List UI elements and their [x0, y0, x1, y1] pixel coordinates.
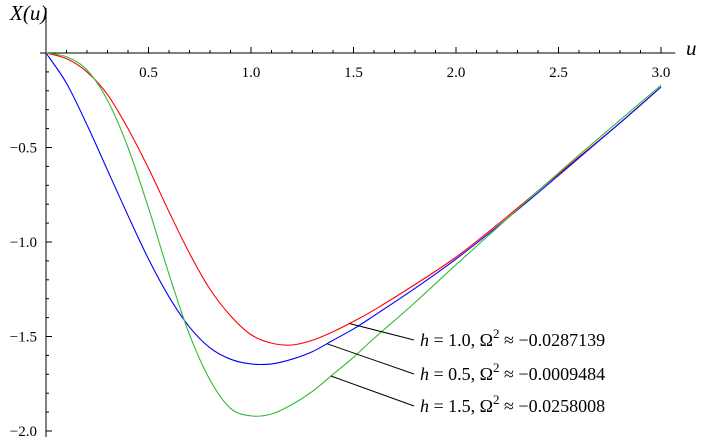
legend-omega-value: ≈ −0.0258008	[500, 396, 606, 416]
series-line-2	[45, 52, 662, 366]
legend-superscript: 2	[493, 326, 500, 341]
x-tick-label: 2.5	[549, 65, 568, 81]
x-tick-label: 2.0	[447, 65, 466, 81]
legend-omega-value: ≈ −0.0287139	[500, 330, 606, 350]
legend-superscript: 2	[493, 392, 500, 407]
legend-h-value: = 1.5,	[429, 396, 480, 416]
legend-h-symbol: h	[420, 330, 429, 350]
y-tick-label: −1.5	[10, 330, 37, 346]
legend-h-value: = 0.5,	[429, 364, 480, 384]
y-tick-label: −1.0	[10, 235, 37, 251]
legend-entry: h = 0.5, Ω2 ≈ −0.0009484	[420, 360, 605, 384]
legend-entry: h = 1.5, Ω2 ≈ −0.0258008	[420, 392, 605, 416]
y-tick-label: −0.5	[10, 141, 37, 157]
legend-leader-line	[349, 322, 415, 341]
legend-h-symbol: h	[420, 364, 429, 384]
legend-omega-symbol: Ω	[480, 330, 493, 350]
y-tick-label: −2.0	[10, 424, 37, 440]
legend-omega-value: ≈ −0.0009484	[500, 364, 606, 384]
x-axis-label: u	[686, 36, 697, 60]
x-tick-label: 1.0	[242, 65, 261, 81]
legend-omega-symbol: Ω	[480, 364, 493, 384]
legend-entry: h = 1.0, Ω2 ≈ −0.0287139	[420, 326, 605, 350]
series-lines	[45, 52, 662, 417]
legend-superscript: 2	[493, 360, 500, 375]
series-line-3	[45, 52, 662, 417]
y-ticks: −0.5 −1.0 −1.5 −2.0	[10, 71, 52, 440]
legend-h-symbol: h	[420, 396, 429, 416]
x-ticks: 0.5 1.0 1.5 2.0 2.5 3.0	[66, 47, 671, 81]
legend-leader-line	[326, 343, 415, 375]
legend-omega-symbol: Ω	[480, 396, 493, 416]
legend-leader-line	[330, 375, 415, 407]
series-line-1	[45, 52, 662, 346]
axes: 0.5 1.0 1.5 2.0 2.5 3.0 −0.5 −1.0 −1.5 −2.0	[10, 8, 676, 440]
x-tick-label: 0.5	[139, 65, 158, 81]
x-tick-label: 1.5	[344, 65, 363, 81]
legend-h-value: = 1.0,	[429, 330, 480, 350]
y-axis-label: X(u)	[9, 1, 47, 25]
x-tick-label: 3.0	[652, 65, 671, 81]
